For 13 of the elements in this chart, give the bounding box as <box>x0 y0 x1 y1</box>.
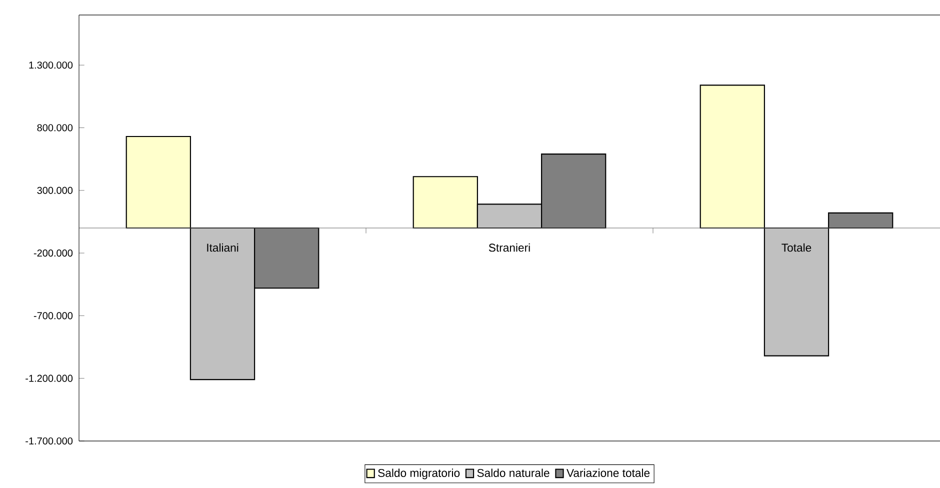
legend-label: Saldo naturale <box>477 468 550 477</box>
y-tick-label: 1.300.000 <box>29 62 73 69</box>
legend-label: Variazione totale <box>566 468 650 477</box>
x-tick-label: Italiani <box>207 243 238 252</box>
y-tick-label: 800.000 <box>37 124 73 132</box>
y-tick-label: -1.700.000 <box>26 437 73 445</box>
y-tick-label: -1.200.000 <box>26 374 73 382</box>
y-tick-label: 300.000 <box>37 186 73 194</box>
x-tick-label: Stranieri <box>488 243 530 252</box>
y-tick-label: -700.000 <box>34 312 73 320</box>
x-tick-label: Totale <box>782 243 812 252</box>
legend-label: Saldo migratorio <box>378 468 460 480</box>
y-tick-label: -200.000 <box>34 250 73 257</box>
